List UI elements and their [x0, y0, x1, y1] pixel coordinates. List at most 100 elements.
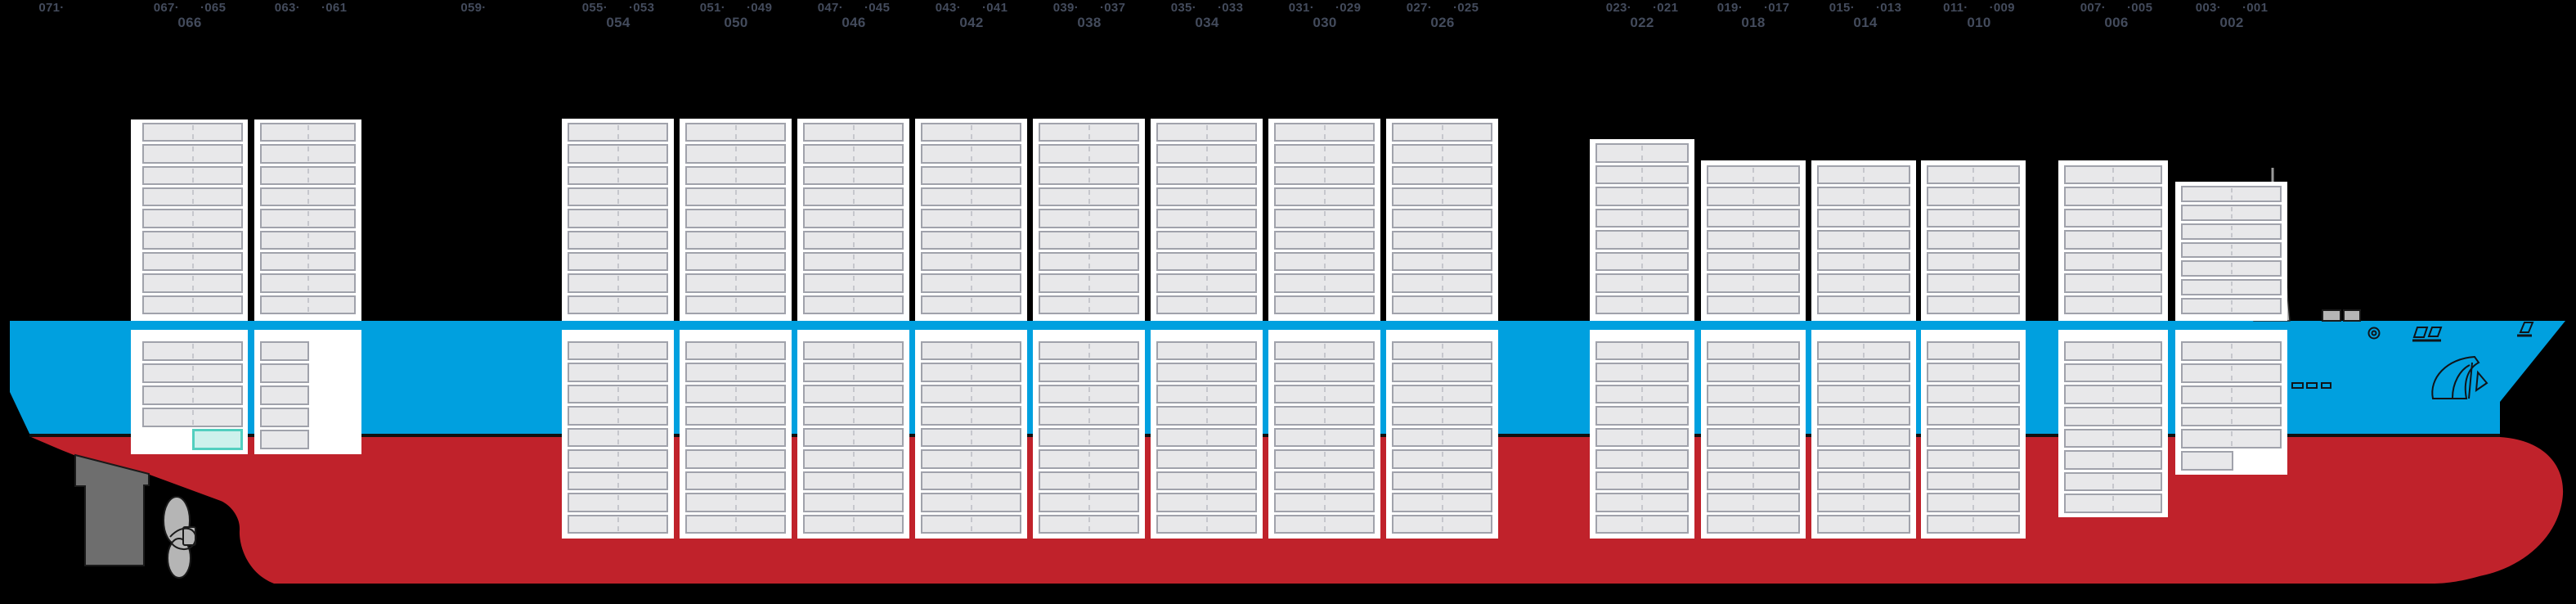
container-slot[interactable] — [568, 427, 668, 448]
container-slot[interactable] — [2181, 385, 2282, 405]
container-slot[interactable] — [1707, 406, 1800, 426]
container-slot[interactable] — [1595, 251, 1689, 271]
container-slot[interactable] — [2064, 494, 2162, 513]
container-slot[interactable] — [1274, 493, 1375, 512]
container-slot[interactable] — [1039, 230, 1139, 250]
container-slot[interactable] — [1927, 363, 2020, 382]
container-slot[interactable] — [1817, 230, 1910, 250]
bay-label-038[interactable]: 039· ·037 038 — [1024, 2, 1155, 30]
container-slot[interactable] — [1274, 165, 1375, 185]
container-slot[interactable] — [568, 230, 668, 250]
container-slot[interactable] — [1392, 209, 1492, 228]
container-slot[interactable] — [1927, 165, 2020, 185]
container-slot[interactable] — [142, 165, 243, 185]
bay-label-018[interactable]: 019· ·017 018 — [1688, 2, 1819, 30]
container-slot[interactable] — [1156, 363, 1257, 382]
container-slot[interactable] — [1707, 514, 1800, 534]
container-slot[interactable] — [568, 471, 668, 491]
container-slot[interactable] — [260, 363, 309, 383]
container-slot[interactable] — [685, 123, 786, 142]
container-slot[interactable] — [803, 514, 904, 534]
container-slot[interactable] — [2064, 208, 2162, 228]
container-slot[interactable] — [1392, 187, 1492, 207]
container-slot[interactable] — [1274, 406, 1375, 426]
container-slot[interactable] — [142, 341, 243, 361]
container-slot[interactable] — [142, 273, 243, 293]
container-slot[interactable] — [568, 251, 668, 272]
container-slot[interactable] — [803, 341, 904, 361]
container-slot[interactable] — [803, 230, 904, 250]
container-slot[interactable] — [1595, 143, 1689, 163]
container-slot[interactable] — [921, 251, 1021, 272]
container-slot[interactable] — [1156, 144, 1257, 164]
container-slot[interactable] — [1595, 384, 1689, 404]
container-slot[interactable] — [568, 187, 668, 207]
container-slot[interactable] — [2064, 165, 2162, 185]
container-slot[interactable] — [685, 493, 786, 512]
container-slot[interactable] — [1156, 514, 1257, 534]
container-slot[interactable] — [1156, 384, 1257, 404]
container-slot[interactable] — [1156, 230, 1257, 250]
container-slot[interactable] — [685, 341, 786, 361]
container-slot[interactable] — [1392, 363, 1492, 382]
container-slot[interactable] — [2181, 223, 2282, 240]
container-slot[interactable] — [2064, 230, 2162, 250]
container-slot[interactable] — [1817, 384, 1910, 404]
container-slot[interactable] — [1392, 427, 1492, 448]
container-slot[interactable] — [1927, 341, 2020, 361]
container-slot[interactable] — [685, 471, 786, 491]
container-slot[interactable] — [1927, 251, 2020, 272]
container-slot[interactable] — [1392, 493, 1492, 512]
container-slot[interactable] — [2181, 204, 2282, 221]
container-slot[interactable] — [1817, 165, 1910, 185]
container-slot[interactable] — [921, 273, 1021, 293]
container-slot[interactable] — [1392, 123, 1492, 142]
container-slot[interactable] — [1817, 187, 1910, 206]
container-slot[interactable] — [260, 144, 356, 164]
container-slot[interactable] — [1392, 406, 1492, 426]
container-slot[interactable] — [1817, 514, 1910, 534]
container-slot[interactable] — [142, 230, 243, 250]
container-slot[interactable] — [803, 273, 904, 293]
container-slot[interactable] — [1927, 273, 2020, 293]
container-slot[interactable] — [1392, 273, 1492, 293]
container-slot[interactable] — [568, 273, 668, 293]
container-slot[interactable] — [568, 165, 668, 185]
container-slot[interactable] — [1039, 295, 1139, 314]
bay-label-062[interactable]: 063· ·061 — [245, 2, 376, 15]
container-slot[interactable] — [685, 384, 786, 404]
container-slot[interactable] — [1392, 144, 1492, 164]
container-slot[interactable] — [685, 273, 786, 293]
container-slot[interactable] — [1595, 208, 1689, 228]
container-slot[interactable] — [2181, 429, 2282, 449]
container-slot[interactable] — [142, 187, 243, 207]
container-slot[interactable] — [1392, 165, 1492, 185]
container-slot[interactable] — [1156, 165, 1257, 185]
container-slot[interactable] — [921, 295, 1021, 314]
container-slot[interactable] — [1927, 449, 2020, 469]
container-slot[interactable] — [568, 514, 668, 534]
container-slot[interactable] — [803, 187, 904, 207]
container-slot[interactable] — [1156, 123, 1257, 142]
container-slot[interactable] — [1039, 209, 1139, 228]
container-slot[interactable] — [260, 209, 356, 228]
container-slot[interactable] — [568, 384, 668, 404]
container-slot[interactable] — [1274, 251, 1375, 272]
container-slot[interactable] — [1595, 406, 1689, 426]
container-slot[interactable] — [1927, 493, 2020, 512]
container-slot[interactable] — [1927, 471, 2020, 491]
container-slot[interactable] — [2181, 260, 2282, 277]
container-slot[interactable] — [2064, 187, 2162, 206]
container-slot[interactable] — [568, 295, 668, 314]
container-slot[interactable] — [1595, 187, 1689, 206]
container-slot[interactable] — [685, 187, 786, 207]
container-slot[interactable] — [2064, 341, 2162, 361]
container-slot[interactable] — [260, 187, 356, 207]
container-slot[interactable] — [1707, 230, 1800, 250]
container-slot[interactable] — [1039, 493, 1139, 512]
container-slot[interactable] — [2181, 279, 2282, 296]
container-slot[interactable] — [1595, 273, 1689, 293]
container-slot[interactable] — [1274, 514, 1375, 534]
container-slot[interactable] — [142, 209, 243, 228]
container-slot[interactable] — [803, 251, 904, 272]
